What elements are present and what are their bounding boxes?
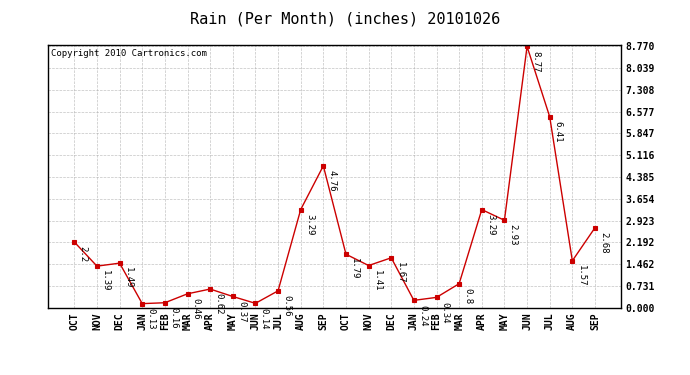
Text: Rain (Per Month) (inches) 20101026: Rain (Per Month) (inches) 20101026 (190, 11, 500, 26)
Text: 2.93: 2.93 (509, 225, 518, 246)
Text: 1.79: 1.79 (350, 258, 359, 280)
Text: 2.2: 2.2 (79, 246, 88, 262)
Text: 0.13: 0.13 (146, 308, 155, 329)
Text: 1.49: 1.49 (124, 267, 132, 289)
Text: 0.62: 0.62 (215, 293, 224, 315)
Text: 1.41: 1.41 (373, 270, 382, 291)
Text: 1.39: 1.39 (101, 270, 110, 292)
Text: 0.14: 0.14 (259, 308, 268, 329)
Text: 0.24: 0.24 (418, 304, 427, 326)
Text: 0.37: 0.37 (237, 301, 246, 322)
Text: 8.77: 8.77 (531, 51, 540, 72)
Text: 4.76: 4.76 (328, 170, 337, 192)
Text: 0.46: 0.46 (192, 298, 201, 320)
Text: 1.57: 1.57 (577, 265, 586, 286)
Text: 1.67: 1.67 (395, 262, 404, 284)
Text: 0.56: 0.56 (282, 295, 291, 316)
Text: 0.16: 0.16 (169, 307, 178, 328)
Text: 3.29: 3.29 (486, 214, 495, 235)
Text: 0.34: 0.34 (441, 302, 450, 323)
Text: 0.8: 0.8 (463, 288, 473, 304)
Text: Copyright 2010 Cartronics.com: Copyright 2010 Cartronics.com (51, 49, 207, 58)
Text: 2.68: 2.68 (599, 232, 608, 254)
Text: 6.41: 6.41 (554, 121, 563, 142)
Text: 3.29: 3.29 (305, 214, 314, 235)
